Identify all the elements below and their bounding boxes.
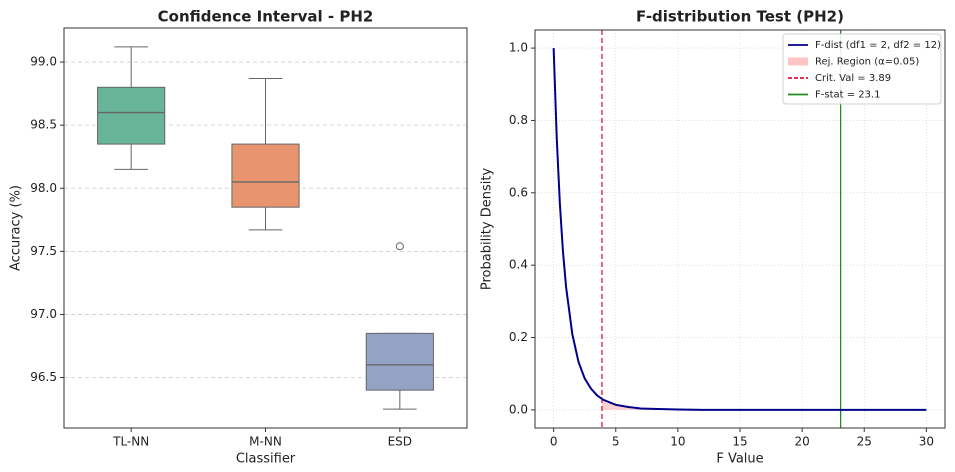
legend-label: F-stat = 23.1	[815, 90, 881, 101]
x-tick-label: 0	[550, 435, 558, 449]
x-axis-label: F Value	[716, 452, 763, 467]
x-tick-label: 15	[732, 435, 747, 449]
y-tick-label: 0.8	[509, 113, 528, 127]
y-tick-label: 98.5	[30, 118, 57, 132]
x-tick-label: TL-NN	[112, 435, 149, 449]
y-axis-label: Probability Density	[480, 168, 495, 291]
series-line	[552, 48, 927, 411]
legend-swatch	[788, 57, 808, 66]
y-tick-label: 0.6	[509, 185, 528, 199]
y-tick-label: 0.2	[509, 330, 528, 344]
y-tick-label: 0.4	[509, 258, 528, 272]
plot-frame	[534, 29, 946, 429]
y-tick-label: 98.0	[30, 181, 57, 195]
y-tick-label: 97.5	[30, 244, 57, 258]
x-tick-label: 30	[919, 435, 934, 449]
y-tick-label: 97.0	[30, 307, 57, 321]
legend-label: Rej. Region (α=0.05)	[815, 57, 919, 68]
legend-label: F-dist (df1 = 2, df2 = 12)	[815, 40, 941, 51]
x-tick-label: 10	[670, 435, 685, 449]
y-tick-label: 96.5	[30, 370, 57, 384]
x-tick-label: 5	[612, 435, 620, 449]
box	[231, 143, 300, 208]
y-tick-label: 99.0	[30, 55, 57, 69]
x-tick-label: 20	[794, 435, 809, 449]
x-tick-label: 25	[857, 435, 872, 449]
outlier	[395, 242, 404, 251]
rejection-region	[601, 398, 927, 410]
plot-frame	[63, 27, 468, 429]
chart-title: Confidence Interval - PH2	[158, 8, 374, 26]
y-axis-label: Accuracy (%)	[9, 185, 24, 271]
x-axis-label: Classifier	[236, 452, 296, 467]
y-tick-label: 1.0	[509, 41, 528, 55]
x-tick-label: ESD	[388, 435, 412, 449]
chart-title: F-distribution Test (PH2)	[636, 8, 844, 26]
y-tick-label: 0.0	[509, 402, 528, 416]
x-tick-label: M-NN	[249, 435, 282, 449]
box	[365, 332, 434, 391]
box	[97, 86, 166, 145]
legend	[782, 33, 942, 105]
legend-label: Crit. Val = 3.89	[815, 73, 891, 84]
